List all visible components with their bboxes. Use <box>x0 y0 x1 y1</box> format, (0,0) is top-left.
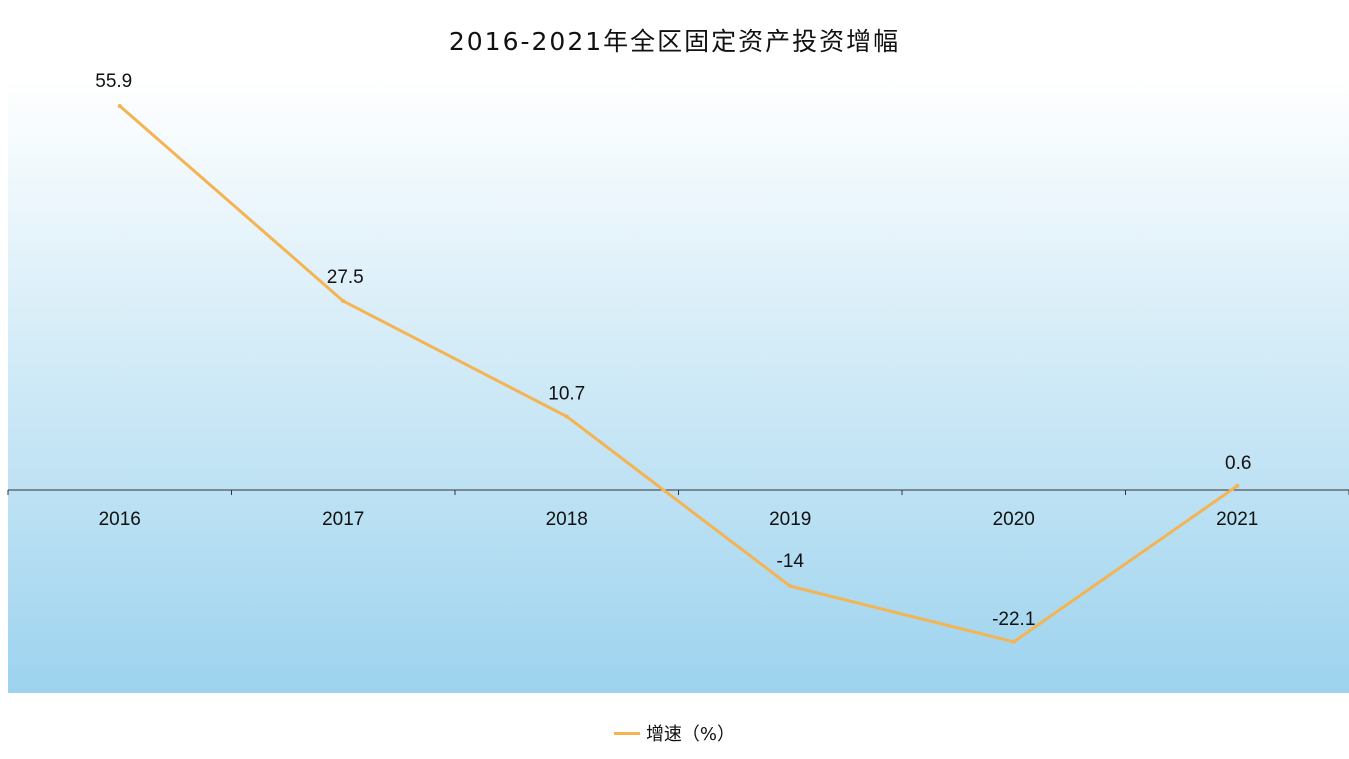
x-tick-label: 2016 <box>99 509 141 530</box>
data-point <box>564 414 569 419</box>
data-point <box>117 103 122 108</box>
x-tick-label: 2017 <box>322 509 364 530</box>
data-label: 10.7 <box>548 383 585 404</box>
x-tick-label: 2021 <box>1216 509 1258 530</box>
legend: 增速（%） <box>0 720 1349 746</box>
data-point <box>788 584 793 589</box>
plot-area <box>8 78 1349 693</box>
data-label: 0.6 <box>1225 453 1251 474</box>
series-line <box>118 104 1239 644</box>
data-label: -22.1 <box>992 609 1035 630</box>
data-label: -14 <box>777 551 805 572</box>
data-label: 27.5 <box>327 267 364 288</box>
x-tick-label: 2019 <box>769 509 811 530</box>
legend-swatch <box>613 731 640 735</box>
data-point <box>341 299 346 304</box>
data-label: 55.9 <box>95 71 132 92</box>
data-point <box>1011 639 1016 644</box>
data-point <box>1235 483 1240 488</box>
chart-title: 2016-2021年全区固定资产投资增幅 <box>448 27 901 56</box>
legend-label: 增速（%） <box>645 724 736 745</box>
x-tick-label: 2020 <box>993 509 1035 530</box>
x-tick-label: 2018 <box>546 509 588 530</box>
